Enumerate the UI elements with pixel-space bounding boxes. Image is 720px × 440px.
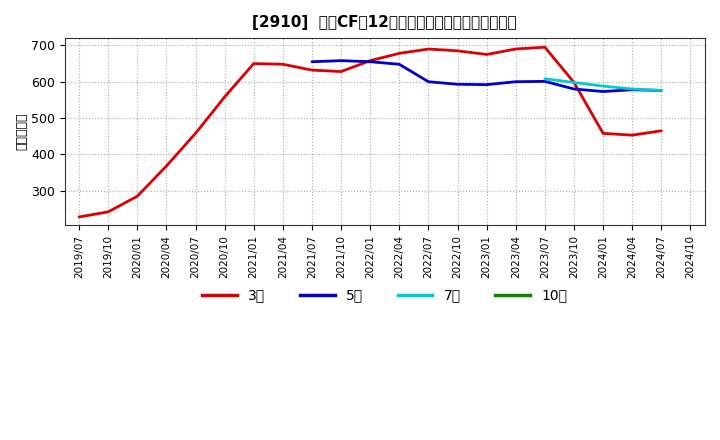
3年 <box>511 46 520 51</box>
5年 <box>511 79 520 84</box>
5年 <box>395 62 404 67</box>
Line: 3年: 3年 <box>79 47 662 217</box>
3年 <box>541 44 549 50</box>
7年 <box>570 80 578 85</box>
Line: 7年: 7年 <box>545 79 662 91</box>
5年 <box>482 82 491 87</box>
3年 <box>657 128 666 133</box>
3年 <box>424 46 433 51</box>
3年 <box>628 132 636 138</box>
5年 <box>424 79 433 84</box>
3年 <box>570 80 578 85</box>
3年 <box>220 94 229 99</box>
3年 <box>337 69 346 74</box>
3年 <box>192 131 200 136</box>
Title: [2910]  営業CFの12か月移動合計の標準偏差の推移: [2910] 営業CFの12か月移動合計の標準偏差の推移 <box>253 15 517 30</box>
Line: 5年: 5年 <box>312 61 662 92</box>
3年 <box>395 51 404 56</box>
Legend: 3年, 5年, 7年, 10年: 3年, 5年, 7年, 10年 <box>197 283 572 308</box>
5年 <box>453 82 462 87</box>
3年 <box>162 163 171 169</box>
3年 <box>104 209 112 215</box>
Y-axis label: （百万円）: （百万円） <box>15 113 28 150</box>
7年 <box>599 84 608 89</box>
5年 <box>307 59 316 64</box>
7年 <box>541 76 549 81</box>
3年 <box>482 52 491 57</box>
5年 <box>599 89 608 94</box>
5年 <box>628 87 636 92</box>
7年 <box>657 88 666 93</box>
3年 <box>133 194 142 199</box>
3年 <box>307 67 316 73</box>
3年 <box>599 131 608 136</box>
3年 <box>249 61 258 66</box>
3年 <box>75 214 84 220</box>
3年 <box>453 48 462 54</box>
5年 <box>657 88 666 93</box>
5年 <box>570 86 578 92</box>
5年 <box>541 79 549 84</box>
5年 <box>366 59 374 64</box>
5年 <box>337 58 346 63</box>
7年 <box>628 86 636 92</box>
3年 <box>366 58 374 63</box>
3年 <box>279 62 287 67</box>
